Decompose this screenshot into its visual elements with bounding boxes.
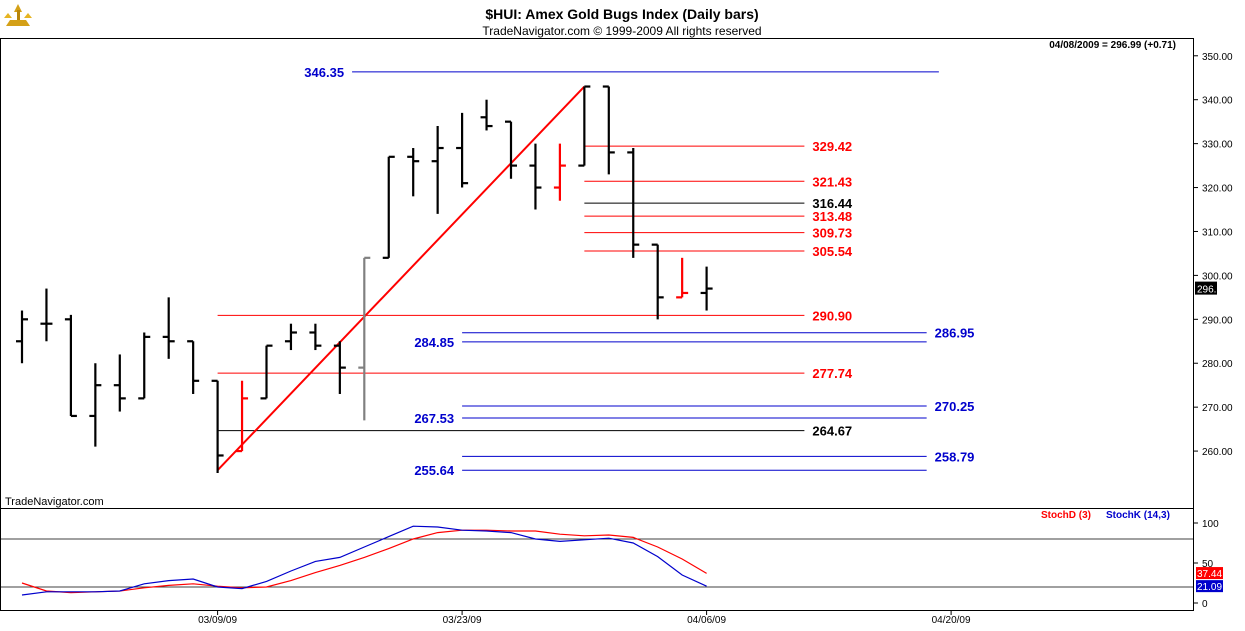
level-label: 346.35 (304, 65, 344, 80)
price-tick-label: 350.00 (1202, 52, 1233, 63)
price-bar (529, 143, 542, 210)
level-label: 313.48 (812, 209, 852, 224)
stoch-legend-entry: StochD (3) (1041, 510, 1091, 521)
stoch-k-value: 21.09 (1197, 582, 1222, 593)
level-label: 264.67 (812, 424, 852, 439)
trendline (216, 85, 586, 471)
level-label: 270.25 (935, 399, 975, 414)
price-bar (40, 288, 53, 342)
price-bars (16, 85, 713, 474)
level-label: 305.54 (812, 244, 853, 259)
date-tick-label: 04/20/09 (932, 615, 971, 626)
level-label: 290.90 (812, 308, 852, 323)
price-bar (113, 354, 126, 412)
level-label: 316.44 (812, 196, 853, 211)
chart-title: $HUI: Amex Gold Bugs Index (Daily bars) (485, 6, 758, 22)
price-bar (553, 143, 566, 201)
stoch-series-line (21, 529, 707, 594)
price-bar (138, 332, 151, 400)
stoch-k-value-box (1196, 580, 1223, 593)
date-axis: 03/09/09 03/23/09 04/06/09 04/20/09 (198, 610, 971, 626)
price-bar (64, 314, 77, 418)
price-tick-label: 280.00 (1202, 359, 1233, 370)
price-bar (211, 379, 224, 474)
chart-subtitle: TradeNavigator.com © 1999-2009 All right… (482, 24, 761, 38)
level-label: 286.95 (935, 326, 975, 341)
level-label: 284.85 (414, 335, 454, 350)
price-tick-label: 290.00 (1202, 315, 1233, 326)
date-tick-label: 03/09/09 (198, 615, 237, 626)
price-bar (382, 155, 395, 259)
price-bar (358, 256, 371, 421)
stoch-legend-entry: StochK (14,3) (1106, 510, 1170, 521)
price-bar (627, 148, 640, 258)
price-bar (651, 243, 664, 320)
price-bar (309, 323, 322, 351)
level-label: 309.73 (812, 226, 852, 241)
price-bar (480, 99, 493, 131)
stoch-d-value: 37.44 (1197, 569, 1222, 580)
level-label: 329.42 (812, 139, 852, 154)
price-bar (456, 112, 469, 188)
price-tick-label: 310.00 (1202, 227, 1233, 238)
price-bar (676, 257, 689, 299)
level-label: 277.74 (812, 366, 853, 381)
price-bar (407, 148, 420, 197)
stoch-panel: 0 50 100 StochD (3) StochK (14,3) 37.44 21.09 (1, 510, 1223, 610)
price-bar (700, 266, 713, 311)
level-label: 255.64 (414, 463, 455, 478)
date-tick-label: 03/23/09 (443, 615, 482, 626)
price-tick-label: 260.00 (1202, 447, 1233, 458)
price-bar (602, 85, 615, 175)
price-bar (187, 340, 200, 394)
level-label: 321.43 (812, 174, 852, 189)
stoch-tick-label: 0 (1202, 599, 1208, 610)
price-bar (260, 344, 273, 400)
last-price-label: 296.99 (1197, 285, 1228, 296)
chart-frame (0, 38, 1194, 611)
price-bar (333, 341, 346, 394)
stoch-d-value-box (1196, 567, 1223, 580)
price-bar (578, 85, 591, 167)
date-tick-label: 04/06/09 (687, 615, 726, 626)
last-price-box (1195, 281, 1217, 295)
price-tick-label: 300.00 (1202, 271, 1233, 282)
level-label: 258.79 (935, 449, 975, 464)
price-axis: 260.00 270.00 280.00 290.00 300.00 310.00 320.… (1193, 52, 1233, 458)
stoch-series-line (21, 525, 707, 596)
price-bar (431, 126, 444, 214)
price-tick-label: 270.00 (1202, 403, 1233, 414)
price-tick-label: 330.00 (1202, 140, 1233, 151)
price-bar (236, 380, 249, 453)
watermark: TradeNavigator.com (5, 496, 104, 508)
logo-icon (3, 2, 35, 32)
last-price-readout: 04/08/2009 = 296.99 (+0.71) (1049, 40, 1176, 51)
price-tick-label: 320.00 (1202, 184, 1233, 195)
price-bar (284, 323, 297, 351)
price-bar (89, 363, 102, 447)
price-bar (505, 120, 517, 179)
price-bar (16, 310, 28, 364)
level-label: 267.53 (414, 411, 454, 426)
price-tick-label: 340.00 (1202, 96, 1233, 107)
stoch-tick-label: 100 (1202, 519, 1219, 530)
stoch-tick-label: 50 (1202, 559, 1214, 570)
trendline-layer (216, 85, 586, 471)
price-bar (162, 297, 175, 359)
